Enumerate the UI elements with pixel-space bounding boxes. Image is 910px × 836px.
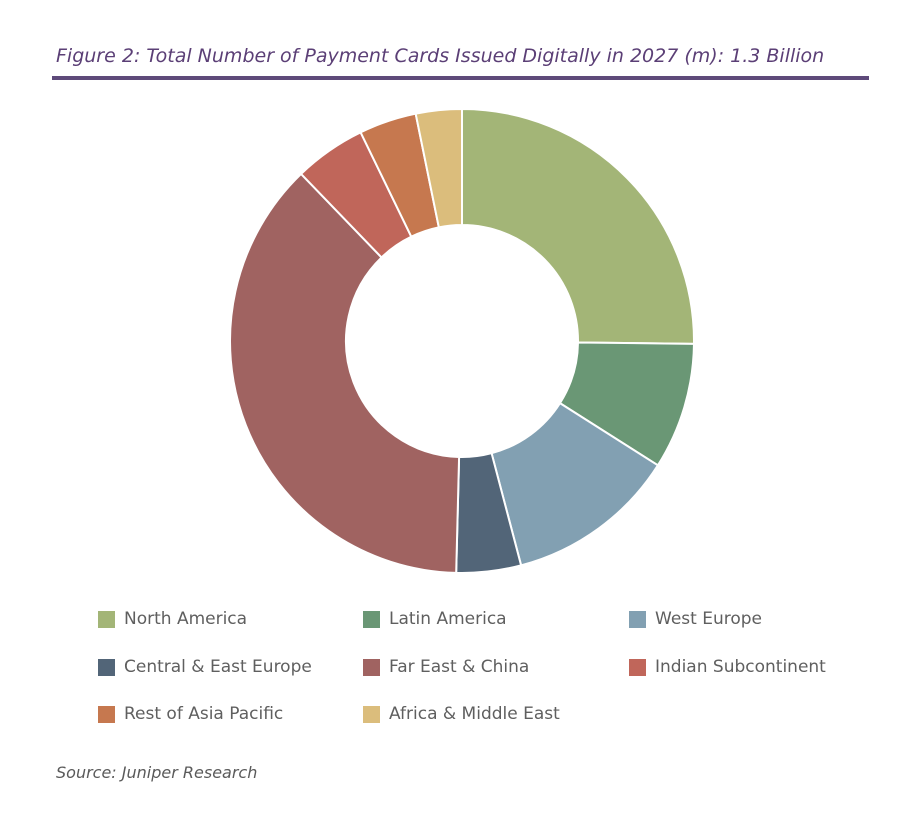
- donut-slice-africa-middle-east: [414, 107, 463, 229]
- legend-swatch: [629, 610, 646, 628]
- legend-swatch: [363, 705, 380, 723]
- legend-item-far-east-china: Far East & China: [363, 655, 529, 679]
- legend-label: Rest of Asia Pacific: [124, 704, 284, 724]
- legend-swatch: [363, 658, 380, 676]
- donut-chart: [229, 107, 695, 574]
- legend-label: Central & East Europe: [124, 657, 312, 677]
- donut-slice-far-east-china: [229, 172, 461, 574]
- legend-label: Africa & Middle East: [389, 704, 560, 724]
- legend-item-west-europe: West Europe: [629, 607, 762, 631]
- legend-swatch: [98, 705, 115, 723]
- legend-item-latin-america: Latin America: [363, 607, 507, 631]
- legend-label: Indian Subcontinent: [655, 657, 826, 677]
- legend-swatch: [629, 658, 646, 676]
- legend-item-rest-of-asia-pacific: Rest of Asia Pacific: [98, 702, 283, 726]
- source-note: Source: Juniper Research: [56, 763, 258, 782]
- legend-swatch: [363, 610, 380, 628]
- legend-item-indian-subcontinent: Indian Subcontinent: [629, 655, 826, 679]
- legend-label: Latin America: [389, 609, 507, 629]
- legend-swatch: [98, 658, 115, 676]
- legend-label: West Europe: [655, 609, 762, 629]
- legend-item-central-east-europe: Central & East Europe: [98, 655, 312, 679]
- title-divider: [52, 76, 869, 80]
- donut-slice-north-america: [461, 107, 695, 345]
- legend-label: North America: [124, 609, 248, 629]
- legend-label: Far East & China: [389, 657, 530, 677]
- chart-title: Figure 2: Total Number of Payment Cards …: [56, 45, 825, 67]
- legend-item-africa-middle-east: Africa & Middle East: [363, 702, 560, 726]
- legend-item-north-america: North America: [98, 607, 247, 631]
- legend-swatch: [98, 610, 115, 628]
